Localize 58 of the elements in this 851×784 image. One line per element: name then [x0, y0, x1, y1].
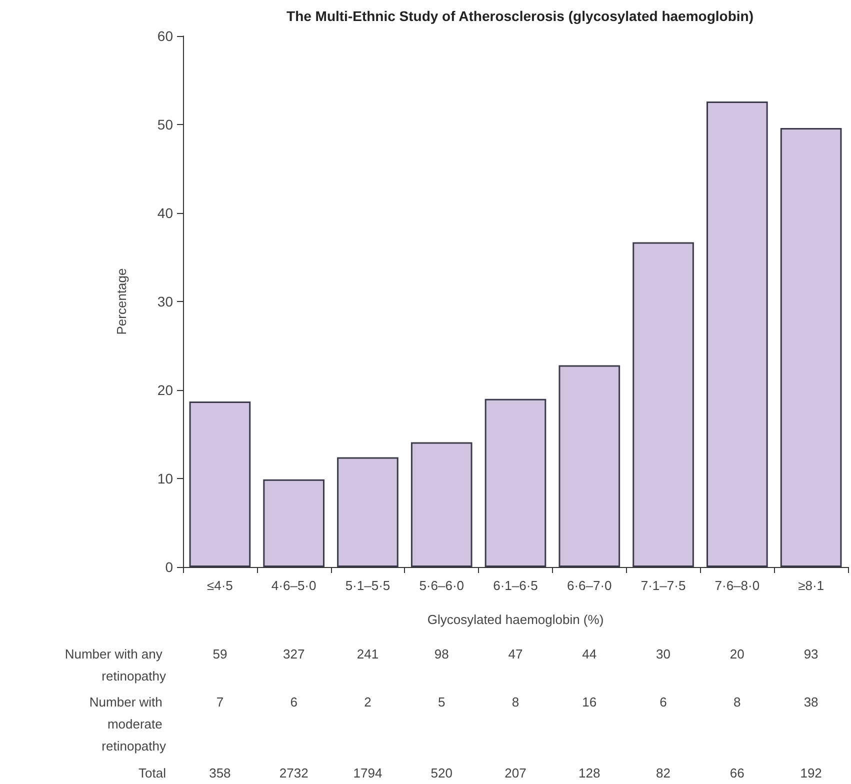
- text: 358: [209, 766, 231, 780]
- text: 30: [656, 646, 671, 662]
- x-tick-label: ≥8·1: [798, 578, 824, 593]
- text: 98: [434, 646, 449, 662]
- x-axis-title: Glycosylated haemoglobin (%): [427, 612, 604, 627]
- text: 192: [800, 766, 822, 780]
- text: Total: [138, 766, 166, 780]
- x-tick-label: 6·1–6·5: [493, 578, 538, 593]
- y-tick-label: 50: [157, 116, 174, 132]
- text: 47: [508, 646, 523, 662]
- y-axis-title: Percentage: [114, 268, 129, 335]
- bar: [484, 398, 546, 567]
- text: 520: [430, 766, 452, 780]
- text: 38: [804, 694, 818, 710]
- text: 44: [582, 646, 597, 662]
- text: 7: [216, 694, 224, 710]
- bar: [410, 442, 472, 567]
- text: 16: [582, 694, 597, 710]
- text: 1794: [353, 766, 382, 780]
- text: 207: [504, 766, 526, 780]
- y-tick-label: 60: [157, 28, 174, 44]
- text: 128: [578, 766, 600, 780]
- bar: [780, 128, 842, 567]
- bar: [632, 242, 694, 567]
- y-tick-label: 40: [157, 205, 174, 221]
- x-tick-label: 7·6–8·0: [714, 578, 760, 593]
- bar: [189, 402, 251, 567]
- text: 2: [364, 694, 372, 710]
- x-tick-label: ≤4·5: [206, 578, 233, 593]
- text: 327: [282, 646, 305, 662]
- text: 93: [804, 646, 818, 662]
- text: 8: [734, 694, 741, 710]
- text: 20: [730, 646, 744, 662]
- text: 5: [438, 694, 446, 710]
- chart-title: The Multi-Ethnic Study of Atherosclerosis (glycosylated haemoglobin): [286, 8, 754, 24]
- text: 241: [356, 646, 379, 662]
- bar: [706, 101, 768, 567]
- x-tick-label: 5·6–6·0: [419, 578, 464, 593]
- x-tick-label: 7·1–7·5: [640, 578, 686, 593]
- bar: [558, 365, 620, 567]
- text: 8: [512, 694, 520, 710]
- y-tick-label: 0: [165, 559, 174, 575]
- y-tick-label: 10: [157, 470, 174, 486]
- text: 66: [730, 766, 744, 780]
- x-tick-label: 5·1–5·5: [345, 578, 390, 593]
- text: 6: [660, 694, 667, 710]
- text: 6: [290, 694, 298, 710]
- text: Number with any retinopathy: [64, 646, 166, 684]
- y-tick-label: 20: [157, 382, 174, 398]
- y-tick-label: 30: [157, 294, 174, 310]
- x-tick-label: 4·6–5·0: [271, 578, 316, 593]
- bar: [263, 479, 324, 567]
- text: 2732: [279, 766, 308, 780]
- x-tick-label: 6·6–7·0: [566, 578, 612, 593]
- text: Number with moderate retinopathy: [89, 694, 166, 754]
- bar: [337, 457, 398, 567]
- text: 82: [656, 766, 671, 780]
- text: 59: [212, 646, 228, 662]
